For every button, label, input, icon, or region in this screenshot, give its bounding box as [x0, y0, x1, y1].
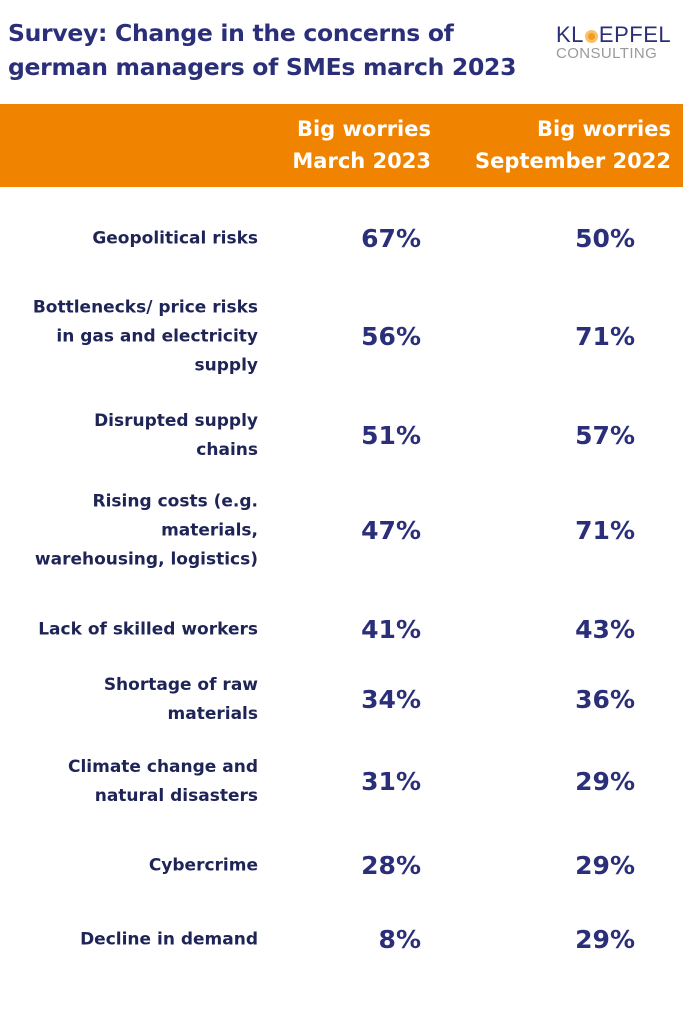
table-header-band [0, 104, 683, 187]
value-september-2022: 29% [575, 851, 635, 880]
row-label-line: Geopolitical risks [92, 228, 258, 249]
row-label-line: Shortage of raw [103, 675, 258, 695]
row-label-line: warehousing, logistics) [34, 549, 258, 570]
value-march-2023: 31% [361, 767, 421, 796]
row-label: Lack of skilled workers [0, 616, 258, 645]
logo-text-start: KL [556, 22, 584, 47]
row-label: Climate change and natural disasters [0, 753, 258, 811]
value-march-2023: 8% [378, 925, 421, 954]
row-label: Bottlenecks/ price risks in gas and elect… [0, 294, 258, 381]
column-header-line: September 2022 [475, 149, 671, 173]
value-september-2022: 71% [575, 322, 635, 351]
row-label-line: Lack of skilled workers [38, 619, 258, 640]
value-september-2022: 36% [575, 685, 635, 714]
logo-wordmark: KL EPFEL [556, 24, 678, 46]
value-september-2022: 29% [575, 925, 635, 954]
value-march-2023: 41% [361, 615, 421, 644]
row-label: Cybercrime [0, 852, 258, 881]
logo-sun-icon [584, 30, 598, 43]
page-title: Survey: Change in the concerns of german… [8, 16, 528, 84]
value-september-2022: 71% [575, 516, 635, 545]
row-label-line: natural disasters [94, 786, 258, 806]
logo-subtitle: CONSULTING [556, 45, 658, 62]
title-line: german managers of SMEs march 2023 [8, 53, 517, 81]
value-september-2022: 50% [575, 224, 635, 253]
column-header-line: Big worries [536, 117, 671, 141]
row-label-line: supply [194, 355, 258, 376]
column-header-line: Big worries [296, 117, 431, 141]
row-label-line: in gas and electricity [56, 326, 258, 347]
row-label-line: materials [167, 704, 258, 724]
row-label-line: chains [196, 440, 258, 460]
company-logo: KL EPFEL CONSULTING [556, 24, 678, 62]
row-label-line: Disrupted supply [94, 411, 258, 431]
column-header-september-2022: Big worries September 2022 [475, 113, 671, 177]
row-label: Disrupted supply chains [0, 407, 258, 465]
row-label: Geopolitical risks [0, 225, 258, 254]
logo-text-end: EPFEL [598, 22, 672, 47]
value-march-2023: 56% [361, 322, 421, 351]
row-label-line: Cybercrime [148, 855, 258, 876]
row-label-line: Decline in demand [80, 929, 258, 950]
row-label: Rising costs (e.g. materials, warehousing,… [0, 488, 258, 575]
value-march-2023: 67% [361, 224, 421, 253]
value-march-2023: 34% [361, 685, 421, 714]
row-label: Shortage of raw materials [0, 671, 258, 729]
value-september-2022: 29% [575, 767, 635, 796]
row-label-line: Rising costs (e.g. [92, 491, 258, 512]
column-header-line: March 2023 [292, 149, 431, 173]
row-label-line: Bottlenecks/ price risks [32, 297, 258, 318]
value-march-2023: 28% [361, 851, 421, 880]
value-september-2022: 43% [575, 615, 635, 644]
row-label-line: Climate change and [67, 757, 258, 777]
value-september-2022: 57% [575, 421, 635, 450]
value-march-2023: 51% [361, 421, 421, 450]
row-label: Decline in demand [0, 926, 258, 955]
column-header-march-2023: Big worries March 2023 [292, 113, 431, 177]
value-march-2023: 47% [361, 516, 421, 545]
row-label-line: materials, [161, 520, 258, 541]
title-line: Survey: Change in the concerns of [8, 19, 454, 47]
